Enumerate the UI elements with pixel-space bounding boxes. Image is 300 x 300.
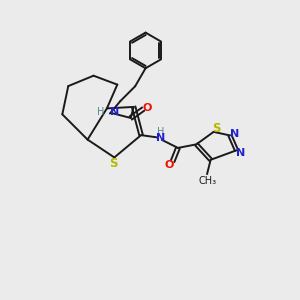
Text: S: S xyxy=(212,122,221,135)
Text: CH₃: CH₃ xyxy=(198,176,216,186)
Text: N: N xyxy=(236,148,246,158)
Text: N: N xyxy=(110,107,119,117)
Text: H: H xyxy=(157,128,164,137)
Text: O: O xyxy=(164,160,174,170)
Text: N: N xyxy=(156,133,165,143)
Text: H: H xyxy=(97,107,104,117)
Text: O: O xyxy=(142,103,152,112)
Text: N: N xyxy=(230,129,239,139)
Text: S: S xyxy=(110,157,118,170)
